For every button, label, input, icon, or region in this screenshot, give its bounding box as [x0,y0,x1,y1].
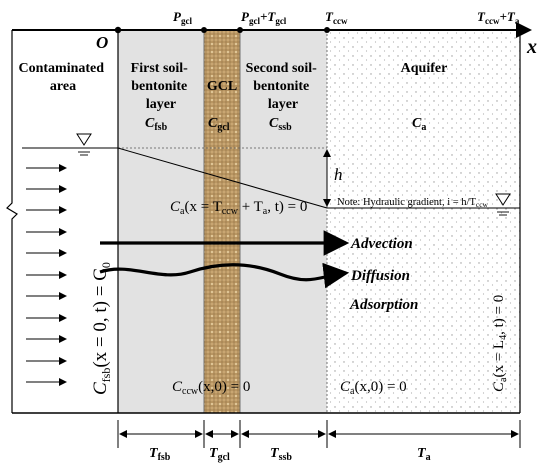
aquifer-label: Aquifer [401,61,448,76]
gcl-layer [204,30,240,413]
adsorption-label: Adsorption [349,297,418,313]
hydraulic-gradient-line [117,147,328,209]
gcl-label: GCL [207,79,237,94]
hydraulic-gradient-note: Note: Hydraulic gradient, i = h/Tccw [337,197,489,209]
aquifer-interface-bc: Ca(x = Tccw + Ta, t) = 0 [170,199,307,217]
right-bc: Ca(x = L4, t) = 0 [491,295,509,392]
downstream-water-level-icon [495,193,511,206]
first-soil-bentonite-layer [118,30,204,413]
head-label: h [334,165,343,184]
axis-dot-pgcl [201,27,207,33]
inflow-arrows [26,164,67,386]
diffusion-label: Diffusion [350,268,410,284]
x-axis-label: x [526,36,537,58]
second-layer-conc: Cssb [269,116,292,133]
contaminated-area [12,30,118,413]
axis-mark-tccw: Tccw [325,9,348,26]
axis-mark-tccw-ta: Tccw+Ta [477,9,520,26]
aquifer [327,30,520,413]
ccw-initial-condition: Cccw(x,0) = 0 [172,379,250,397]
origin-label: O [96,33,108,52]
left-boundary [6,30,18,413]
dimension-label-gcl: Tgcl [209,446,230,463]
second-soil-bentonite-layer [240,30,327,413]
upstream-water-level-icon [76,133,92,146]
advection-label: Advection [350,236,413,252]
aquifer-conc: Ca [412,116,426,133]
gcl-conc: Cgcl [208,116,230,133]
dimension-label-ssb: Tssb [270,446,292,463]
contaminated-label: Contaminated area [18,61,107,94]
first-layer-conc: Cfsb [145,116,168,133]
aquifer-initial-condition: Ca(x,0) = 0 [340,379,407,397]
dimension-label-aquifer: Ta [417,446,431,463]
dimension-ticks [117,420,521,448]
first-layer-label: First soil- bentonite layer [131,61,192,112]
axis-dot-pgcl-tgcl [237,27,243,33]
axis-dot-tccw [324,27,330,33]
axis-dot-tccw-ta [517,27,523,33]
dimension-label-fsb: Tfsb [149,446,171,463]
diffusion-arrow [99,262,350,289]
axis-mark-pgcl: Pgcl [173,9,192,26]
axis-mark-pgcl-tgcl: Pgcl+Tgcl [241,9,287,26]
second-layer-label: Second soil- bentonite layer [246,61,321,112]
axis-origin-dot [114,26,122,34]
left-bc: Cfsb(x = 0, t) = C0 [90,262,113,395]
